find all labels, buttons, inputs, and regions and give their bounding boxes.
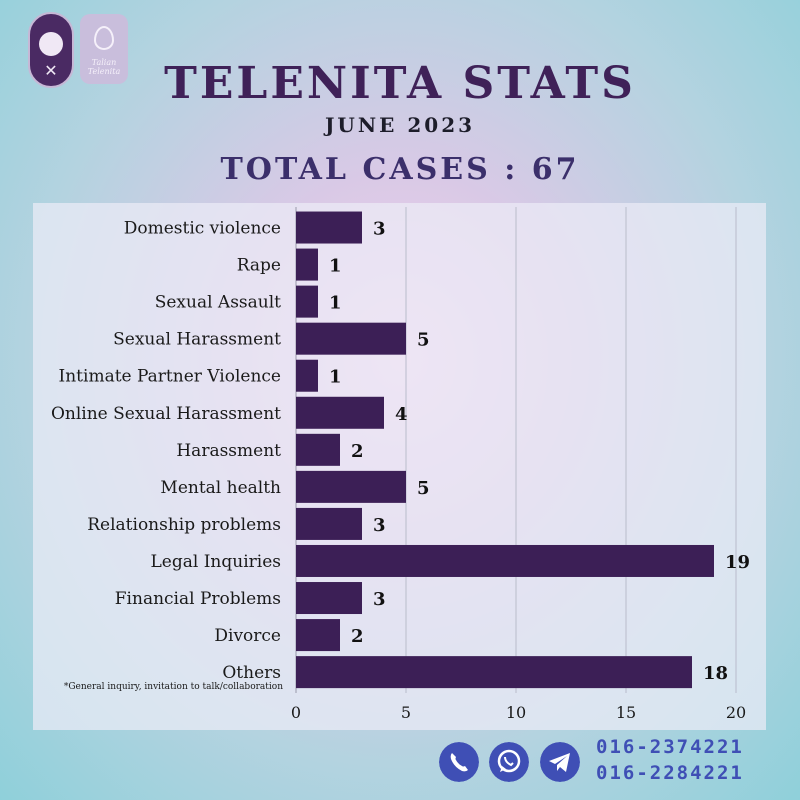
category-label: Divorce	[214, 626, 281, 646]
data-label: 1	[329, 256, 342, 277]
bar	[296, 396, 384, 429]
chart-footnote: *General inquiry, invitation to talk/col…	[63, 682, 283, 692]
category-label: Financial Problems	[115, 589, 281, 609]
awam-logo-icon: ✕	[28, 12, 74, 88]
page-title: TELENITA STATS	[164, 58, 636, 109]
category-label: Rape	[237, 256, 281, 276]
phone-number-2[interactable]: 016-2284221	[596, 762, 744, 784]
data-label: 5	[417, 478, 430, 499]
data-label: 19	[725, 552, 750, 573]
page-subtitle: JUNE 2023	[324, 113, 476, 137]
bar	[296, 322, 406, 355]
category-label: Online Sexual Harassment	[51, 404, 281, 424]
bar	[296, 285, 318, 318]
data-label: 4	[395, 404, 408, 425]
category-label: Legal Inquiries	[151, 552, 282, 572]
bar-chart: Domestic violence 3 Rape 1 Sexual Assault 1 Se…	[51, 207, 750, 722]
telegram-icon[interactable]	[540, 742, 580, 782]
data-label: 2	[351, 626, 364, 647]
bar	[296, 211, 362, 244]
whatsapp-icon[interactable]	[489, 742, 529, 782]
data-label: 3	[373, 515, 386, 536]
x-tick-label: 0	[291, 703, 301, 722]
data-label: 3	[373, 589, 386, 610]
bar	[296, 507, 362, 540]
category-label: Intimate Partner Violence	[59, 367, 281, 387]
x-tick-label: 20	[726, 703, 746, 722]
bar	[296, 248, 318, 281]
talian-telenita-logo-icon: Talian Telenita	[80, 14, 128, 84]
x-tick-label: 5	[401, 703, 411, 722]
bar	[296, 470, 406, 503]
x-tick-label: 10	[506, 703, 526, 722]
data-label: 5	[417, 330, 430, 351]
category-label: Relationship problems	[87, 515, 281, 535]
bar	[296, 656, 692, 689]
data-label: 1	[329, 367, 342, 388]
total-cases: TOTAL CASES : 67	[220, 152, 580, 187]
data-label: 3	[373, 219, 386, 240]
phone-number-1[interactable]: 016-2374221	[596, 736, 744, 758]
category-label: Sexual Assault	[155, 293, 281, 313]
category-label: Harassment	[176, 441, 281, 461]
category-label: Others	[222, 663, 281, 683]
phone-icon[interactable]	[439, 742, 479, 782]
data-label: 18	[703, 663, 728, 684]
bar	[296, 359, 318, 392]
bar	[296, 619, 340, 652]
data-label: 2	[351, 441, 364, 462]
chart-panel: Domestic violence 3 Rape 1 Sexual Assault 1 Se…	[33, 203, 766, 730]
category-label: Mental health	[160, 478, 281, 498]
bar	[296, 433, 340, 466]
data-label: 1	[329, 293, 342, 314]
bar	[296, 544, 714, 577]
category-label: Domestic violence	[124, 219, 281, 239]
bar	[296, 582, 362, 615]
category-label: Sexual Harassment	[113, 330, 281, 350]
x-tick-label: 15	[616, 703, 636, 722]
